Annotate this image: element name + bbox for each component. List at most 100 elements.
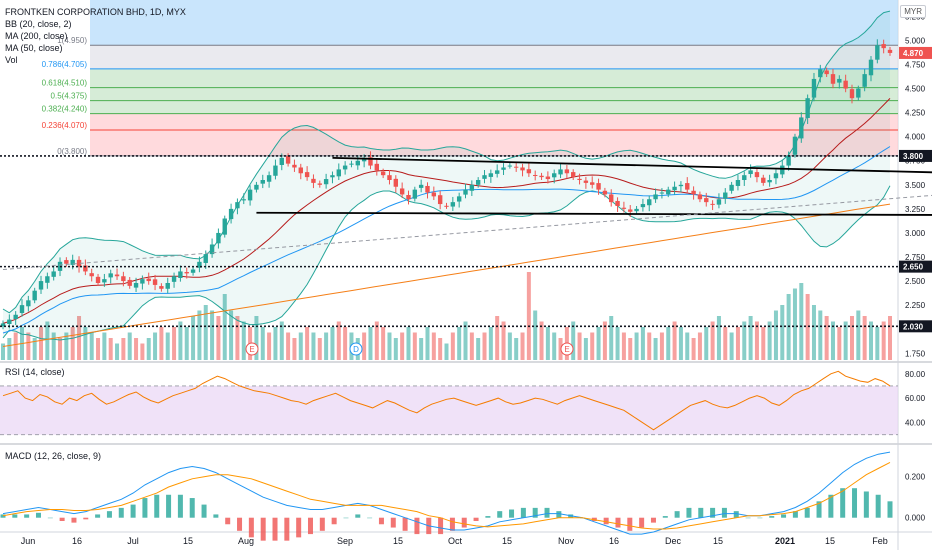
candle-body xyxy=(450,202,456,207)
candle-body xyxy=(456,196,462,202)
volume-bar xyxy=(343,327,348,360)
macd-tick-label: 0.000 xyxy=(905,514,926,523)
volume-bar xyxy=(602,321,607,360)
volume-bar xyxy=(210,310,215,360)
candle-body xyxy=(368,157,373,166)
macd-histogram-bar xyxy=(461,517,467,528)
volume-bar xyxy=(273,327,278,360)
candle-body xyxy=(159,286,164,289)
macd-histogram-bar xyxy=(485,516,491,518)
fib-label: 1(4.950) xyxy=(57,36,87,45)
fib-zone xyxy=(90,113,898,130)
time-tick-label: Sep xyxy=(337,536,353,546)
candle-body xyxy=(304,172,310,178)
candle-body xyxy=(647,199,652,206)
candle-body xyxy=(754,172,760,178)
volume-bar xyxy=(621,332,626,360)
legend-ma200: MA (200, close) xyxy=(5,31,68,41)
candle-body xyxy=(171,276,177,282)
candle-body xyxy=(361,157,367,162)
volume-bar xyxy=(77,316,82,360)
volume-bar xyxy=(102,332,107,360)
currency-badge[interactable]: MYR xyxy=(900,5,926,18)
volume-bar xyxy=(191,316,196,360)
volume-bar xyxy=(653,338,658,360)
volume-bar xyxy=(862,316,867,360)
legend: FRONTKEN CORPORATION BHD, 1D, MYX BB (20… xyxy=(5,6,186,66)
volume-bar xyxy=(539,321,544,360)
time-tick-label: 15 xyxy=(825,536,835,546)
volume-bar xyxy=(678,327,683,360)
candle-body xyxy=(533,174,538,176)
macd-histogram-bar xyxy=(319,517,325,531)
fib-label: 0.236(4.070) xyxy=(42,121,88,130)
candle-body xyxy=(653,194,658,200)
macd-histogram-bar xyxy=(213,514,219,518)
volume-bar xyxy=(115,343,120,360)
volume-bar xyxy=(482,332,487,360)
macd-histogram-bar xyxy=(627,517,633,531)
macd-histogram-bar xyxy=(721,507,727,518)
candle-body xyxy=(799,117,804,139)
price-tick-label: 5.000 xyxy=(905,36,926,45)
rsi-label: RSI (14, close) xyxy=(5,367,65,377)
rsi-tick-label: 80.00 xyxy=(905,370,926,379)
volume-bar xyxy=(501,321,506,360)
fib-label: 0(3.800) xyxy=(57,147,87,156)
candle-body xyxy=(222,218,227,235)
volume-bar xyxy=(748,316,753,360)
rsi-line xyxy=(2,370,891,431)
volume-bar xyxy=(450,332,455,360)
candle-body xyxy=(761,177,766,183)
rsi-tick-label: 60.00 xyxy=(905,394,926,403)
macd-histogram-bar xyxy=(852,488,858,518)
rsi-band xyxy=(0,385,898,435)
chart-title: FRONTKEN CORPORATION BHD, 1D, MYX xyxy=(5,7,186,17)
volume-bar xyxy=(406,327,411,360)
macd-histogram-bar xyxy=(698,507,704,518)
volume-bar xyxy=(292,338,297,360)
volume-bar xyxy=(32,338,37,360)
volume-bar xyxy=(400,332,405,360)
candle-body xyxy=(615,200,620,206)
event-label: E xyxy=(249,345,254,354)
candle-body xyxy=(298,167,303,174)
volume-bar xyxy=(83,327,88,360)
macd-histogram-bar xyxy=(24,514,30,518)
rsi-tick-label: 40.00 xyxy=(905,419,926,428)
candle-body xyxy=(818,69,823,78)
event-marker-icon xyxy=(349,342,363,356)
volume-bar xyxy=(197,310,202,360)
candle-body xyxy=(387,175,392,180)
candle-body xyxy=(45,276,50,283)
candle-body xyxy=(311,178,316,183)
candle-body xyxy=(380,171,386,176)
macd-histogram-bar xyxy=(674,511,680,518)
candle-body xyxy=(685,183,690,190)
candle-body xyxy=(862,74,867,87)
price-tick-label: 4.250 xyxy=(905,109,926,118)
volume-bar xyxy=(520,332,525,360)
volume-bar xyxy=(444,343,449,360)
volume-bar xyxy=(818,310,823,360)
volume-bar xyxy=(640,327,645,360)
volume-bar xyxy=(716,316,721,360)
macd-histogram-bar xyxy=(343,517,349,519)
price-tick-label: 2.750 xyxy=(905,253,926,262)
volume-bar xyxy=(457,327,462,360)
candle-body xyxy=(539,175,544,178)
candle-body xyxy=(260,180,265,184)
macd-histogram-bar xyxy=(12,514,18,518)
legend-bb: BB (20, close, 2) xyxy=(5,19,72,29)
price-tick-label: 3.500 xyxy=(905,181,926,190)
candle-body xyxy=(190,269,196,273)
fib-label: 0.786(4.705) xyxy=(42,60,88,69)
macd-histogram-bar xyxy=(118,507,124,518)
candle-body xyxy=(590,182,595,185)
macd-histogram-bar xyxy=(331,517,337,525)
volume-bar xyxy=(172,327,177,360)
macd-histogram-bar xyxy=(603,517,609,525)
candle-body xyxy=(228,208,234,220)
volume-bar xyxy=(596,327,601,360)
